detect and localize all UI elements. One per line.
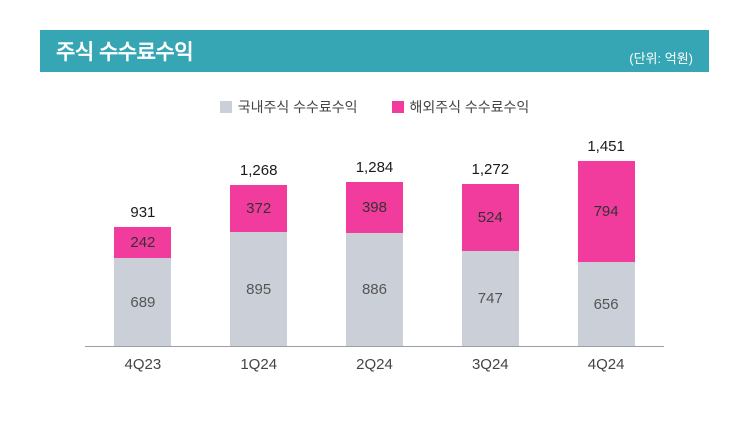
legend-label-domestic: 국내주식 수수료수익	[237, 99, 358, 115]
bar-segment-domestic: 747	[461, 251, 519, 346]
plot-area: 931 242 689 1,268 372 895 1,284 398 886 1,272 524 7…	[85, 128, 664, 346]
bar-segment-overseas: 242	[114, 227, 172, 258]
stacked-bar-chart: 931 242 689 1,268 372 895 1,284 398 886 1,272 524 7…	[40, 128, 709, 373]
bar-segment-overseas: 524	[461, 184, 519, 251]
x-axis-label: 4Q23	[124, 356, 162, 373]
legend-swatch-overseas	[391, 101, 404, 113]
bar-group: 931 242 689	[85, 204, 201, 346]
legend: 국내주식 수수료수익 해외주식 수수료수익	[40, 98, 709, 116]
bar-segment-overseas: 372	[230, 185, 288, 232]
legend-swatch-domestic	[219, 101, 232, 113]
bar-total-label: 931	[130, 204, 156, 221]
x-axis-label: 3Q24	[471, 356, 509, 373]
x-axis-labels: 4Q23 1Q24 2Q24 3Q24 4Q24	[85, 356, 664, 373]
bar-group: 1,284 398 886	[317, 159, 433, 346]
legend-item-domestic: 국내주식 수수료수익	[219, 97, 358, 117]
bar-segment-overseas: 398	[345, 182, 403, 233]
x-axis-line	[85, 346, 664, 347]
bar-total-label: 1,451	[587, 138, 625, 155]
bar-group: 1,272 524 747	[432, 161, 548, 346]
bar-total-label: 1,268	[239, 162, 278, 179]
bar-segment-overseas: 794	[577, 161, 635, 262]
bar-segment-domestic: 886	[345, 233, 403, 346]
bar-total-label: 1,284	[355, 159, 394, 176]
bar-group: 1,451 794 656	[548, 138, 664, 346]
header-banner: 주식 수수료수익 (단위: 억원)	[40, 30, 709, 72]
x-axis-label: 2Q24	[356, 356, 393, 373]
legend-item-overseas: 해외주식 수수료수익	[391, 97, 530, 117]
bar-segment-domestic: 689	[114, 258, 172, 346]
unit-label: (단위: 억원)	[629, 51, 693, 66]
bar-segment-domestic: 656	[577, 262, 635, 346]
legend-label-overseas: 해외주식 수수료수익	[409, 99, 530, 115]
bar-segment-domestic: 895	[230, 232, 288, 346]
x-axis-label: 4Q24	[587, 356, 625, 373]
bar-group: 1,268 372 895	[201, 162, 317, 346]
bar-total-label: 1,272	[471, 161, 510, 178]
page-title: 주식 수수료수익	[56, 41, 194, 64]
x-axis-label: 1Q24	[240, 356, 278, 373]
